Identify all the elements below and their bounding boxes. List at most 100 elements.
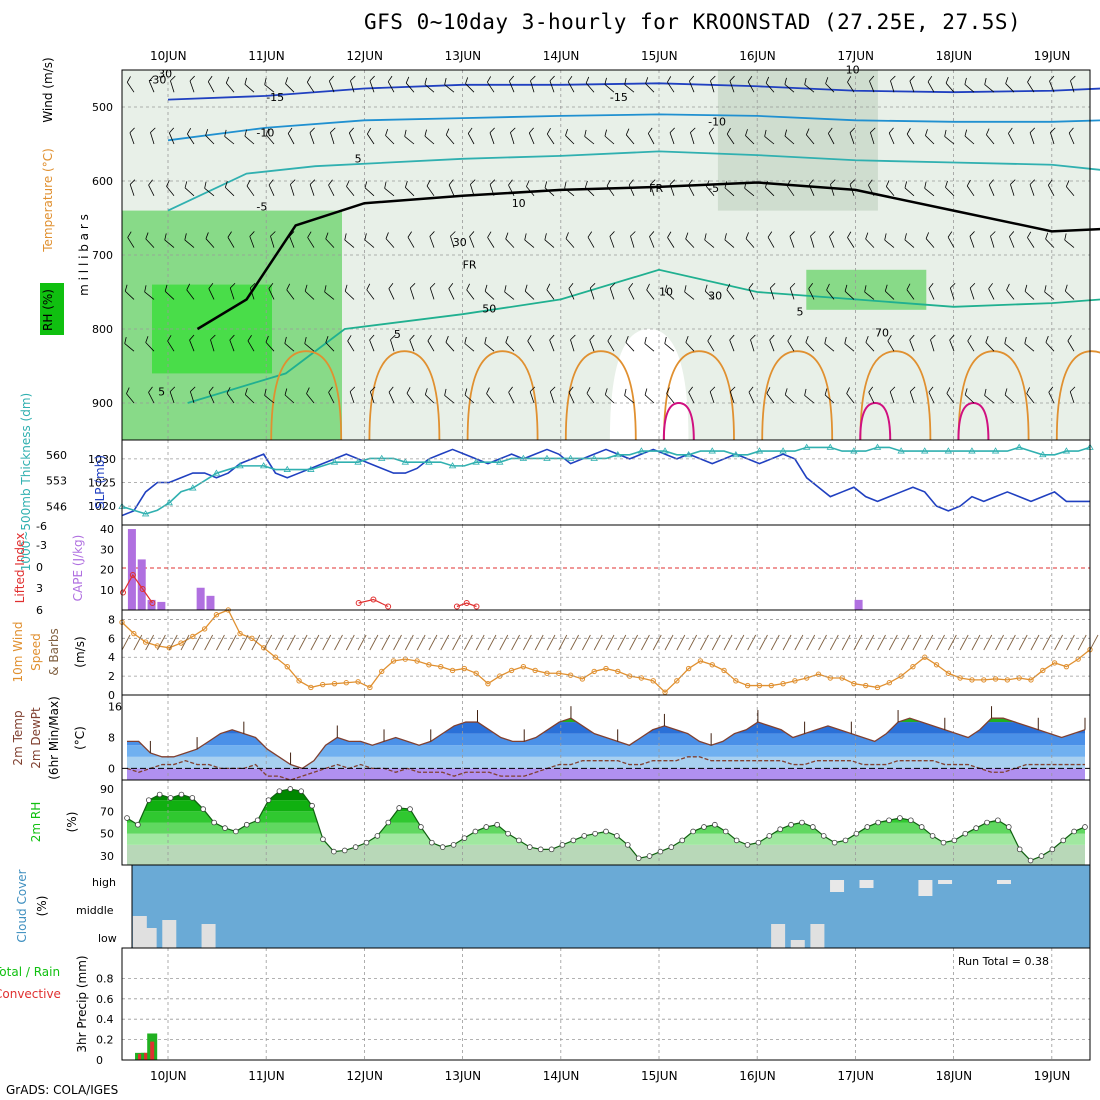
wind-barb bbox=[247, 335, 255, 352]
precip-legend-convective: Convective bbox=[0, 987, 61, 1001]
wind-speed-marker bbox=[685, 665, 692, 672]
wind-barb bbox=[426, 179, 435, 197]
wind-speed-marker bbox=[1028, 677, 1034, 683]
rh-marker bbox=[744, 842, 751, 848]
rh-marker bbox=[396, 805, 402, 811]
lifted-index-marker bbox=[385, 603, 392, 610]
wind-barb bbox=[127, 231, 135, 248]
low-cloud-bar bbox=[771, 924, 786, 948]
wind-barb bbox=[946, 387, 955, 404]
surface-wind-barb bbox=[877, 634, 886, 651]
lifted-index-marker bbox=[139, 586, 146, 592]
wind-barb bbox=[407, 231, 415, 248]
rh-marker bbox=[374, 833, 381, 839]
wind-speed-marker bbox=[532, 667, 538, 674]
thickness-marker bbox=[661, 447, 669, 454]
date-label-bottom: 14JUN bbox=[543, 1069, 580, 1083]
thickness-marker bbox=[519, 454, 528, 461]
wind-barb bbox=[565, 129, 575, 145]
wind-barb bbox=[369, 386, 376, 404]
chart-title: GFS 0~10day 3-hourly for KROONSTAD (27.2… bbox=[364, 10, 1022, 34]
surface-wind-barb bbox=[747, 634, 757, 651]
wind-barb bbox=[208, 283, 215, 300]
wind-barb bbox=[609, 282, 616, 300]
wind-speed-marker bbox=[945, 670, 952, 676]
wind10-axis-label-1: 10m Wind bbox=[11, 622, 25, 683]
wind-speed-marker bbox=[933, 662, 940, 668]
surface-wind-barb bbox=[1054, 634, 1063, 651]
wind-barb bbox=[744, 181, 755, 197]
surface-wind-barb bbox=[522, 634, 532, 651]
surface-wind-barb bbox=[1030, 634, 1040, 651]
rh-marker bbox=[1027, 857, 1034, 864]
rh-marker bbox=[603, 828, 609, 835]
wind-barb bbox=[928, 386, 935, 404]
wind-barb bbox=[564, 181, 575, 197]
wind-barb bbox=[524, 284, 535, 300]
wind-barb bbox=[528, 127, 535, 145]
wind-barb bbox=[969, 282, 976, 300]
rh-marker bbox=[439, 844, 446, 850]
wind-barb bbox=[649, 231, 655, 248]
wind-barb bbox=[347, 335, 355, 352]
surface-wind-barb bbox=[924, 634, 934, 651]
wind-speed-marker bbox=[851, 680, 857, 687]
wind-barb bbox=[628, 283, 635, 300]
wind-barb bbox=[189, 75, 195, 93]
wind-speed-marker bbox=[544, 670, 550, 676]
temperature-isotherm bbox=[167, 150, 1100, 212]
surface-wind-barb bbox=[1006, 634, 1016, 651]
wind-barb bbox=[789, 282, 796, 300]
wind-barb bbox=[729, 386, 736, 404]
wind-barb bbox=[204, 181, 215, 197]
rh-marker bbox=[352, 844, 359, 850]
wind-barb bbox=[664, 284, 675, 300]
wind-barb bbox=[784, 129, 795, 145]
wind10-axis-label-3: & Barbs bbox=[47, 628, 61, 676]
wind-speed-marker bbox=[414, 658, 420, 664]
rh-marker bbox=[951, 837, 958, 844]
rh-marker bbox=[483, 824, 490, 830]
rh-marker bbox=[614, 833, 620, 839]
wind-barb bbox=[469, 231, 475, 248]
temperature-isotherm-warm bbox=[859, 350, 932, 441]
wind-barb bbox=[925, 129, 935, 145]
wind-speed-marker bbox=[709, 662, 715, 668]
wind-barb bbox=[964, 388, 975, 404]
rh-marker bbox=[537, 846, 544, 853]
contour-label: 30 bbox=[708, 289, 722, 302]
wind-barb bbox=[568, 283, 575, 300]
wind-barb bbox=[824, 336, 835, 352]
rh-tick-label: 90 bbox=[100, 783, 114, 796]
wind-barb bbox=[1026, 387, 1035, 404]
wind-barb bbox=[527, 335, 535, 352]
rh-marker bbox=[581, 833, 588, 839]
rh-marker bbox=[679, 837, 686, 844]
wind-barb bbox=[804, 388, 815, 404]
wind-barb bbox=[786, 179, 795, 197]
wind-barb bbox=[707, 335, 715, 352]
wind-barb bbox=[167, 335, 175, 352]
wind-barb bbox=[748, 386, 755, 404]
wind-barb bbox=[424, 388, 435, 404]
wind-barb bbox=[567, 75, 575, 93]
wind-barb bbox=[364, 181, 375, 197]
thickness-marker bbox=[543, 454, 551, 461]
date-label-bottom: 16JUN bbox=[739, 1069, 776, 1083]
lifted-index-marker bbox=[453, 603, 460, 610]
wind-barb bbox=[148, 386, 155, 404]
wind-barb bbox=[667, 231, 675, 248]
rh-marker bbox=[320, 836, 326, 843]
wind-speed-marker bbox=[508, 667, 515, 674]
wind-barb bbox=[609, 231, 615, 248]
wind-barb bbox=[1050, 127, 1056, 145]
low-cloud-bar bbox=[790, 940, 805, 948]
wind-barb bbox=[925, 232, 935, 248]
wind-barb bbox=[750, 334, 756, 352]
wind-barb bbox=[504, 285, 515, 300]
date-label-top: 12JUN bbox=[346, 49, 383, 63]
surface-wind-barb bbox=[534, 634, 544, 651]
rh-marker bbox=[363, 839, 370, 846]
lifted-index-line bbox=[122, 573, 153, 604]
rh-marker bbox=[940, 839, 947, 846]
